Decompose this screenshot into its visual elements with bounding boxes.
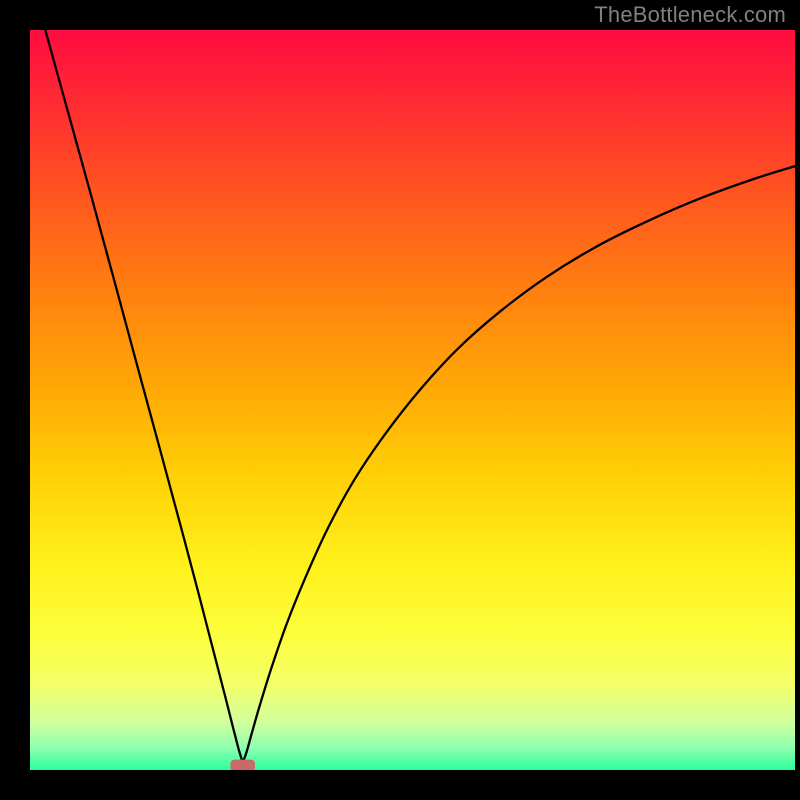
watermark-text: TheBottleneck.com xyxy=(594,2,786,28)
chart-svg xyxy=(30,30,795,770)
plot-area xyxy=(30,30,795,770)
trough-marker xyxy=(230,760,254,770)
